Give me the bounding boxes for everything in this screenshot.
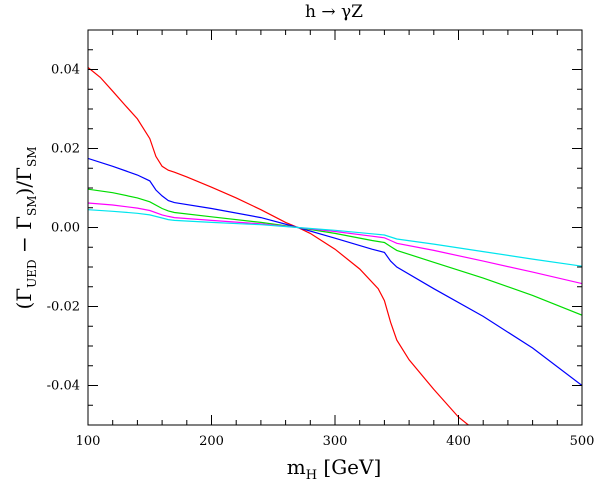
y-tick-label: 0.00 [51, 221, 80, 236]
y-tick-label: 0.02 [51, 142, 80, 157]
series-line-4 [88, 202, 582, 285]
x-axis-label: mH [GeV] [287, 455, 382, 480]
series-line-2 [88, 157, 582, 386]
x-tick-label: 400 [446, 434, 471, 449]
y-tick-label: 0.04 [51, 63, 80, 78]
x-tick-label: 300 [323, 434, 348, 449]
y-axis-label: (ΓUED − ΓSM)/ΓSM [12, 147, 39, 310]
chart-title-text: h → γZ [305, 2, 363, 22]
series-line-1 [88, 67, 470, 425]
x-tick-label: 100 [76, 434, 101, 449]
series-line-3 [88, 188, 582, 316]
x-tick-label: 200 [199, 434, 224, 449]
y-tick-label: -0.04 [47, 379, 80, 394]
y-tick-label: -0.02 [47, 300, 80, 315]
plot-frame [87, 29, 583, 426]
chart-title: h → γZ [305, 2, 363, 22]
axis-ticks: 100 200 300 400 500 -0.04 -0.02 0.00 0.02 0.04 [47, 29, 594, 449]
data-series-group [88, 67, 582, 425]
x-tick-label: 500 [570, 434, 594, 449]
series-line-5 [88, 209, 582, 267]
